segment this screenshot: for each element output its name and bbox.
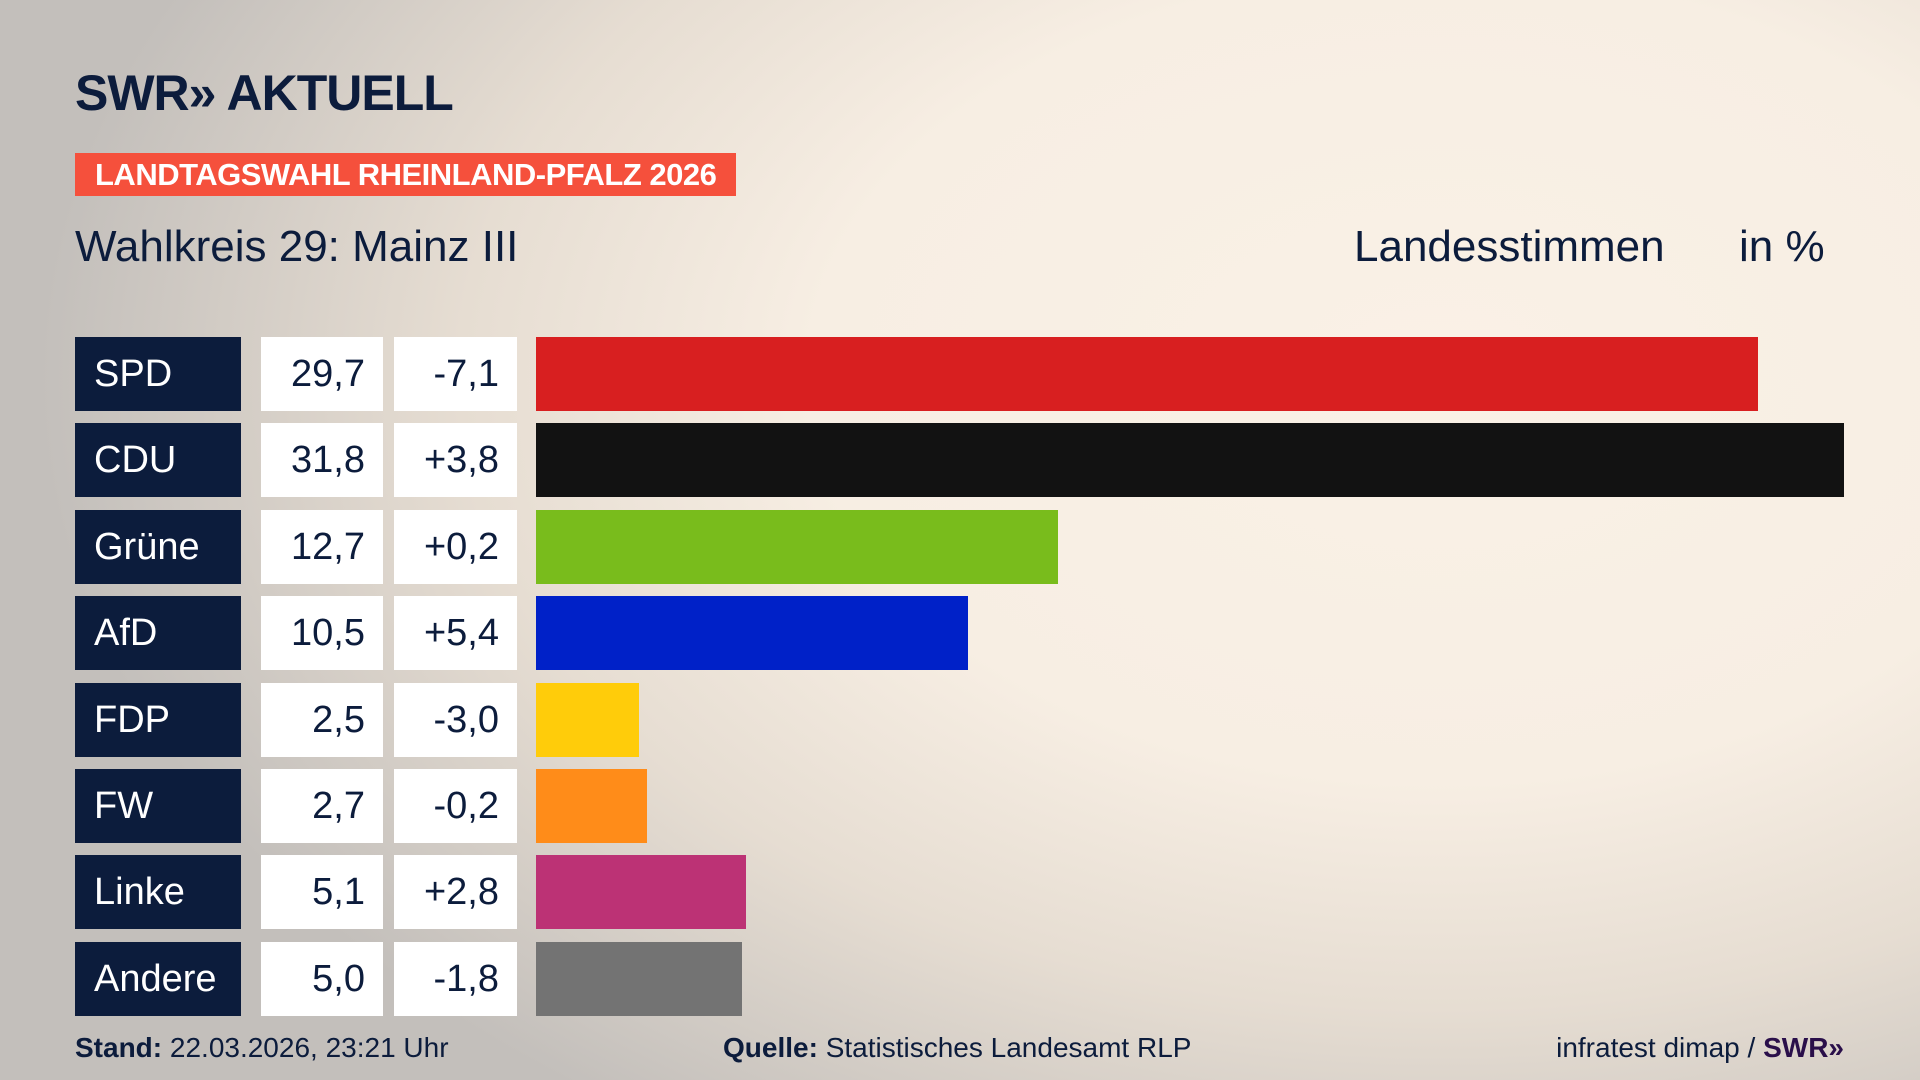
party-label: SPD [75,337,241,411]
source: Quelle: Statistisches Landesamt RLP [723,1032,1191,1064]
bar [536,855,746,930]
value-label: 12,7 [261,509,383,584]
change-label: -3,0 [394,682,517,757]
change-label: +2,8 [394,855,517,930]
value-label: 31,8 [261,423,383,498]
unit-label: in % [1739,222,1825,271]
election-badge: LANDTAGSWAHL RHEINLAND-PFALZ 2026 [75,153,737,196]
timestamp: Stand: 22.03.2026, 23:21 Uhr [75,1032,449,1064]
bar-row: FW 2,7 -0,2 [0,769,1920,843]
bar-row: FDP 2,5 -3,0 [0,682,1920,757]
credit-text: infratest dimap / [1556,1032,1756,1063]
bar-row: AfD 10,5 +5,4 [0,596,1920,671]
change-label: -7,1 [394,337,517,411]
swr-aktuell-logo: SWR» AKTUELL [75,65,454,121]
bar-row: Grüne 12,7 +0,2 [0,509,1920,584]
bar [536,509,1059,584]
change-label: -1,8 [394,941,517,1016]
bar [536,769,648,843]
party-label: Andere [75,941,241,1016]
swr-logo: SWR» [1763,1032,1844,1063]
bar [536,423,1844,498]
value-label: 29,7 [261,337,383,411]
party-label: CDU [75,423,241,498]
measure-label: Landesstimmen [1354,222,1665,271]
party-label: AfD [75,596,241,671]
party-label: FW [75,769,241,843]
value-label: 10,5 [261,596,383,671]
bar [536,596,968,671]
change-label: +0,2 [394,509,517,584]
change-label: +3,8 [394,423,517,498]
party-label: FDP [75,682,241,757]
source-label: Quelle: [723,1032,818,1063]
value-label: 5,0 [261,941,383,1016]
bar [536,941,742,1016]
stand-value: 22.03.2026, 23:21 Uhr [169,1032,449,1063]
value-label: 5,1 [261,855,383,930]
source-value: Statistisches Landesamt RLP [825,1032,1192,1063]
bar-row: Andere 5,0 -1,8 [0,941,1920,1016]
value-label: 2,5 [261,682,383,757]
bar-row: CDU 31,8 +3,8 [0,423,1920,498]
chart-title: Wahlkreis 29: Mainz III [75,222,519,271]
bar [536,682,639,757]
change-label: +5,4 [394,596,517,671]
credit: infratest dimap / SWR» [1556,1032,1844,1064]
stand-label: Stand: [75,1032,163,1063]
bar-row: Linke 5,1 +2,8 [0,855,1920,930]
bar [536,337,1758,411]
party-label: Linke [75,855,241,930]
bar-row: SPD 29,7 -7,1 [0,337,1920,411]
value-label: 2,7 [261,769,383,843]
change-label: -0,2 [394,769,517,843]
party-label: Grüne [75,509,241,584]
